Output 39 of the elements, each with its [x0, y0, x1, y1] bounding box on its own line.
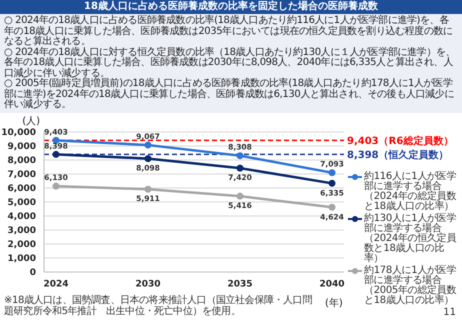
text: ○ 2024年の18歳人口に対する恒久定員数の比率（18歳人口あたり約130人に１人が医学部に進学）を、各年の18歳人口に乗算した場合、医師養成数は2030年に8,098人、2040年には6,335人と算出され、人口減少に伴い減少する。: [4, 46, 456, 78]
text: ※18歳人口は、国勢調査、日本の将来推計人口（国立社会保障・人口問題研究所令和5年推計 出生中位・死亡中位）を使用。: [4, 295, 313, 317]
y-tick-label: 2,000: [8, 240, 36, 250]
y-tick-label: 8,000: [8, 156, 36, 166]
x-axis-title: (年): [325, 297, 343, 310]
y-tick-label: 6,000: [8, 184, 36, 194]
y-tick-label: 1,000: [8, 254, 36, 264]
point: [144, 142, 152, 149]
point: [236, 152, 244, 160]
x-tick-label: 2040: [319, 279, 345, 290]
x-tick-label: 2035: [227, 279, 253, 290]
legend-label: 約130人に1人が医学部に進学する場合（2024年の恒久定員数と18歳人口の比率）: [364, 213, 458, 264]
point: [144, 186, 152, 193]
y-tick-label: 9,000: [8, 142, 36, 152]
text: ○ 2005年(臨時定員増員前)の18歳人口に占める医師養成数の比率(18歳人口あたり約178人に1人が医学部に進学)を2024年の18歳人口に乗算した場合、医師養成数は6,130人と算出され、その後も人口減少に伴い減少する。: [4, 78, 455, 110]
text: 11: [443, 307, 456, 318]
chart-title: 18歳人口に占める医師養成数の比率を固定した場合の医師養成数: [0, 0, 462, 14]
y-axis-title: (人): [22, 116, 40, 127]
ref-line-label: 9,403（R6総定員数）: [347, 134, 454, 147]
y-tick-label: 0: [30, 268, 36, 278]
x-tick-label: 2024: [43, 279, 69, 290]
y-tick-label: 4,000: [8, 212, 36, 222]
point: [236, 192, 244, 200]
x-tick-label: 2030: [135, 279, 161, 290]
point: [328, 204, 336, 211]
legend-label: 約116人に1人が医学部に進学する場合（2024年の総定員数と18歳人口の比率）: [364, 171, 458, 212]
y-tick-label: 5,000: [8, 198, 36, 208]
point: [144, 155, 152, 162]
point: [328, 180, 336, 187]
y-tick-label: 3,000: [8, 226, 36, 236]
text: ○ 2024年の18歳人口に占める医師養成数の比率(18歳人口あたり約116人に1人が医学部に進学)を、各年の18歳人口に乗算した場合、医師養成数は2035年においては現在の恒久定員数を割り込む程度の数になると算出される。: [4, 15, 454, 47]
point: [52, 150, 60, 158]
y-tick-label: 7,000: [8, 170, 36, 180]
point: [52, 182, 60, 190]
legend-label: 約178人に1人が医学部に進学する場合（2005年の総定員数と18歳人口の比率）: [364, 265, 458, 306]
y-tick-label: 10,000: [1, 128, 36, 138]
ref-line-label: 8,398（恒久定員数）: [347, 148, 449, 161]
point: [236, 164, 244, 172]
point: [328, 169, 336, 176]
